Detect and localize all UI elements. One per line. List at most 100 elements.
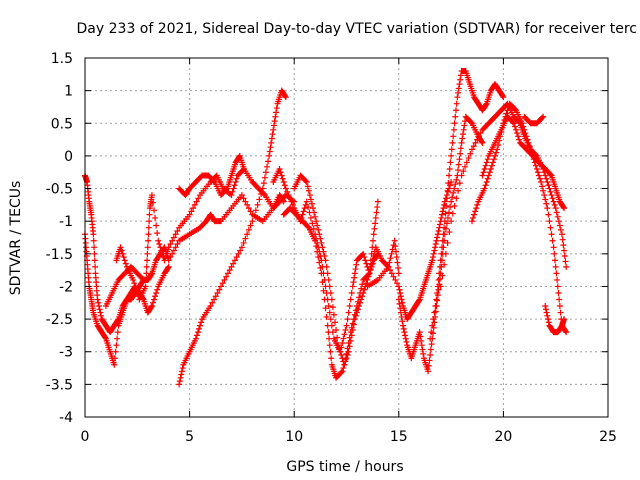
plus-marker (361, 286, 368, 293)
plus-marker (542, 172, 549, 179)
plus-marker (132, 283, 139, 290)
plus-marker (553, 209, 560, 216)
y-tick-label: 0.5 (51, 116, 73, 132)
plus-marker (462, 163, 469, 170)
plus-marker (494, 146, 501, 153)
plus-marker (372, 214, 379, 221)
plus-marker (347, 329, 354, 336)
plus-marker (481, 165, 488, 172)
plus-marker (149, 299, 156, 306)
plus-marker (458, 172, 465, 179)
plus-marker (219, 280, 226, 287)
y-axis-label: SDTVAR / TECUs (8, 181, 24, 296)
plus-marker (447, 204, 454, 211)
plus-marker (451, 120, 458, 127)
plus-marker (403, 338, 410, 345)
plus-marker (543, 200, 550, 207)
plus-marker (289, 201, 296, 208)
plus-marker (547, 171, 554, 178)
plus-marker (304, 223, 311, 230)
plus-marker (450, 126, 457, 133)
plus-marker (357, 289, 364, 296)
plus-marker (111, 355, 118, 362)
plus-marker (352, 266, 359, 273)
plus-marker (428, 329, 435, 336)
plus-marker (520, 123, 527, 130)
plus-marker (303, 198, 310, 205)
plus-marker (441, 261, 448, 268)
plus-marker (245, 226, 252, 233)
x-tick-label: 15 (390, 429, 408, 445)
plus-marker (311, 209, 318, 216)
plus-marker (484, 156, 491, 163)
plus-marker (561, 316, 568, 323)
plus-marker (284, 188, 291, 195)
plus-marker (477, 130, 484, 137)
plus-marker (471, 211, 478, 218)
plus-marker (397, 289, 404, 296)
plus-marker (142, 283, 149, 290)
plus-marker (341, 331, 348, 338)
plus-marker (240, 239, 247, 246)
plus-marker (371, 225, 378, 232)
plus-marker (443, 202, 450, 209)
plus-marker (560, 242, 567, 249)
x-tick-label: 20 (494, 429, 512, 445)
plus-marker (314, 248, 321, 255)
plus-marker (435, 276, 442, 283)
data-series (176, 152, 247, 199)
plus-marker (344, 345, 351, 352)
plus-marker (461, 122, 468, 129)
plus-marker (337, 348, 344, 355)
plus-marker (436, 270, 443, 277)
plus-marker (482, 101, 489, 108)
plus-marker (154, 286, 161, 293)
plus-marker (117, 244, 124, 251)
plus-marker (326, 342, 333, 349)
data-series (542, 303, 568, 336)
plus-marker (432, 241, 439, 248)
plus-marker (537, 175, 544, 182)
data-series (395, 113, 486, 375)
plus-marker (359, 293, 366, 300)
plus-marker (562, 258, 569, 265)
plus-marker (432, 244, 439, 251)
plus-marker (301, 205, 308, 212)
plus-marker (353, 303, 360, 310)
plus-marker (320, 248, 327, 255)
plus-marker (433, 296, 440, 303)
plus-marker (326, 335, 333, 342)
plus-marker (402, 332, 409, 339)
plus-marker (482, 182, 489, 189)
plus-marker (144, 250, 151, 257)
plus-marker (394, 280, 401, 287)
plus-marker (515, 133, 522, 140)
plus-marker (217, 283, 224, 290)
plus-marker (90, 237, 97, 244)
plus-marker (455, 89, 462, 96)
plus-marker (347, 296, 354, 303)
plus-marker (97, 309, 104, 316)
y-tick-label: 0 (64, 149, 73, 165)
plus-marker (511, 123, 518, 130)
plus-marker (231, 182, 238, 189)
plus-marker (554, 276, 561, 283)
plus-marker (317, 235, 324, 242)
plus-marker (563, 263, 570, 270)
plus-marker (197, 322, 204, 329)
plus-marker (500, 94, 507, 101)
plus-marker (374, 250, 381, 257)
plus-marker (247, 208, 254, 215)
plus-marker (360, 250, 367, 257)
plus-marker (266, 148, 273, 155)
plus-marker (306, 192, 313, 199)
plus-marker (339, 368, 346, 375)
plus-marker (553, 270, 560, 277)
plus-marker (346, 303, 353, 310)
plus-marker (551, 250, 558, 257)
plus-marker (460, 126, 467, 133)
tick-labels: 0 5 10 15 20 25 -4 -3.5 -3 -2.5 -2 -1.5 -1 -0.5 0 0.5 1 1… (46, 51, 617, 445)
plus-marker (561, 247, 568, 254)
plus-marker (319, 279, 326, 286)
